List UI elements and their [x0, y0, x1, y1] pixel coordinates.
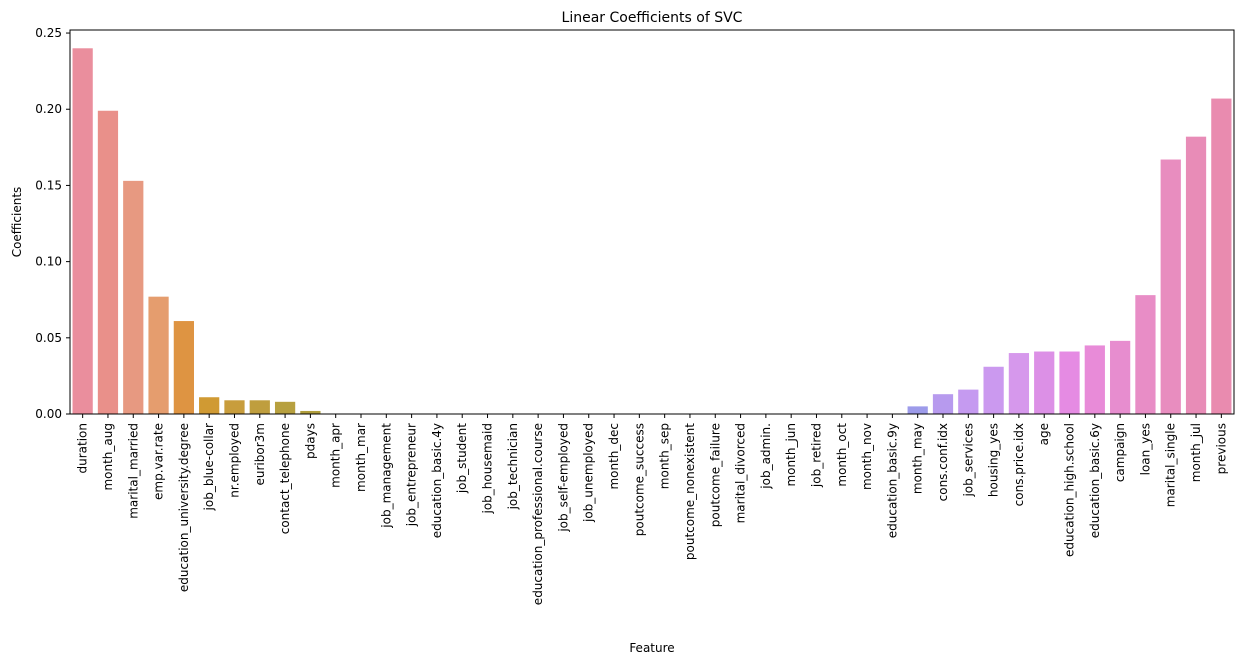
x-tick-label: education_university.degree — [177, 423, 191, 592]
x-tick-label: job_unemployed — [582, 423, 596, 523]
x-tick-label: month_jun — [784, 423, 798, 487]
x-tick-label: previous — [1214, 423, 1228, 474]
x-tick-label: pdays — [303, 423, 317, 459]
x-tick-label: job_housemaid — [481, 423, 495, 514]
bar-housing_yes — [983, 366, 1004, 414]
x-tick-label: month_apr — [329, 423, 343, 488]
x-tick-label: marital_single — [1164, 423, 1178, 507]
bar-job_blue-collar — [199, 397, 220, 414]
bar-campaign — [1110, 340, 1131, 414]
x-tick-label: job_self-employed — [556, 423, 570, 533]
y-tick-label: 0.00 — [35, 407, 62, 421]
y-tick-label: 0.15 — [35, 178, 62, 192]
x-tick-label: age — [1037, 423, 1051, 445]
x-tick-label: poutcome_failure — [708, 423, 722, 527]
x-tick-label: emp.var.rate — [152, 423, 166, 500]
bar-education_high.school — [1059, 351, 1080, 414]
bar-month_may — [907, 406, 928, 414]
x-tick-label: job_student — [455, 423, 469, 494]
x-tick-label: duration — [76, 423, 90, 474]
x-tick-label: job_retired — [809, 423, 823, 488]
bar-age — [1034, 351, 1055, 414]
x-tick-label: job_admin. — [759, 423, 773, 490]
bar-loan_yes — [1135, 295, 1156, 414]
x-tick-label: month_sep — [658, 423, 672, 489]
x-tick-label: month_mar — [354, 423, 368, 492]
x-tick-label: education_basic.6y — [1088, 423, 1102, 538]
x-tick-label: job_management — [379, 423, 393, 529]
bar-previous — [1211, 98, 1232, 414]
bar-emp.var.rate — [148, 296, 169, 414]
bar-month_aug — [97, 110, 119, 414]
x-tick-label: month_nov — [860, 423, 874, 490]
x-axis: duration month_aug marital_married emp.var.… — [76, 414, 1228, 605]
bar-month_jul — [1185, 136, 1207, 415]
x-tick-label: month_jul — [1189, 423, 1203, 482]
bar-duration — [72, 48, 93, 414]
bars-group — [72, 48, 1232, 415]
x-tick-label: euribor3m — [253, 423, 267, 485]
x-tick-label: campaign — [1113, 423, 1127, 482]
x-tick-label: nr.employed — [227, 423, 241, 498]
bar-cons.price.idx — [1008, 353, 1030, 414]
x-axis-label: Feature — [629, 641, 674, 655]
x-tick-label: poutcome_success — [632, 423, 646, 536]
y-tick-label: 0.25 — [35, 26, 62, 40]
x-tick-label: loan_yes — [1138, 423, 1152, 475]
x-tick-label: contact_telephone — [278, 423, 292, 534]
bar-marital_married — [123, 180, 144, 414]
x-tick-label: month_may — [911, 423, 925, 494]
bar-contact_telephone — [274, 401, 296, 414]
bar-pdays — [300, 410, 321, 414]
x-tick-label: housing_yes — [987, 423, 1001, 497]
x-tick-label: month_oct — [835, 423, 849, 487]
bar-euribor3m — [249, 400, 270, 414]
x-tick-label: marital_divorced — [734, 423, 748, 523]
x-tick-label: cons.price.idx — [1012, 423, 1026, 506]
y-axis-label: Coefficients — [10, 187, 24, 258]
bar-education_basic.6y — [1084, 345, 1105, 414]
x-tick-label: education_basic.4y — [430, 423, 444, 538]
bar-education_university.degree — [173, 321, 194, 414]
x-tick-label: job_services — [961, 423, 975, 498]
x-tick-label: education_basic.9y — [885, 423, 899, 538]
bar-marital_single — [1160, 159, 1181, 414]
x-tick-label: education_high.school — [1063, 423, 1077, 557]
bar-cons.conf.idx — [932, 394, 954, 414]
x-tick-label: month_dec — [607, 423, 621, 490]
x-tick-label: marital_married — [126, 423, 140, 519]
x-tick-label: month_aug — [101, 423, 115, 491]
bar-nr.employed — [224, 400, 245, 414]
plot-frame — [69, 29, 1235, 415]
x-tick-label: poutcome_nonexistent — [683, 423, 697, 560]
bar-job_services — [958, 389, 979, 414]
x-tick-label: job_entrepreneur — [405, 423, 419, 527]
x-tick-label: job_technician — [506, 423, 520, 510]
y-axis: 0.00 0.05 0.10 0.15 0.20 0.25 — [35, 26, 70, 421]
y-tick-label: 0.05 — [35, 331, 62, 345]
chart-title: Linear Coefficients of SVC — [562, 10, 743, 26]
x-tick-label: job_blue-collar — [202, 423, 216, 512]
x-tick-label: cons.conf.idx — [936, 423, 950, 501]
x-tick-label: education_professional.course — [531, 423, 545, 605]
y-tick-label: 0.20 — [35, 102, 62, 116]
y-tick-label: 0.10 — [35, 255, 62, 269]
